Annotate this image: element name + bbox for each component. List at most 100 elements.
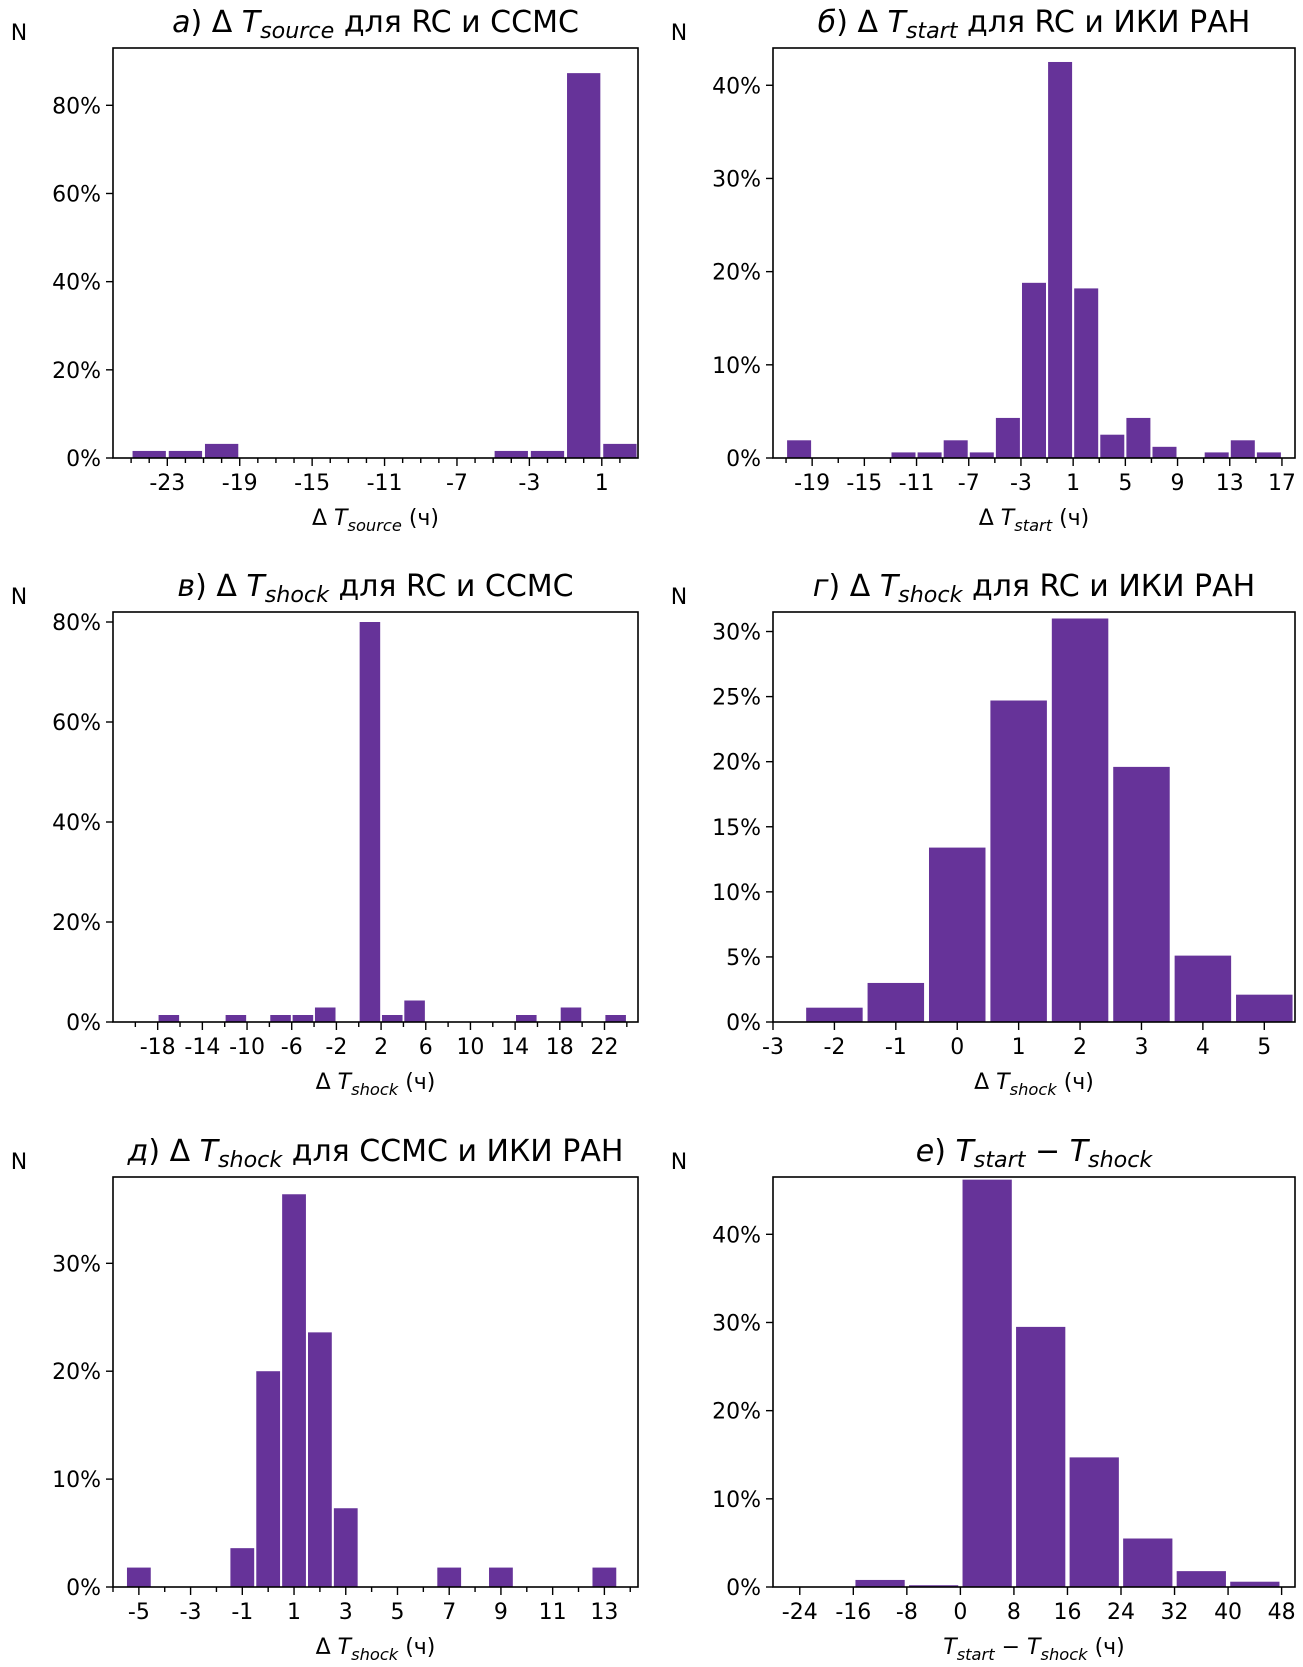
chart-title: е) Tstart − Tshock bbox=[916, 1134, 1154, 1173]
histogram-bar bbox=[567, 73, 601, 458]
y-tick-label: 10% bbox=[712, 881, 761, 906]
y-tick-label: 80% bbox=[52, 94, 101, 119]
y-tick-label: 20% bbox=[712, 751, 761, 776]
chart-panel-2: 0% 10% 20% 30% 40% -19 -15 -11 -7 -3 1 5 9 13 17 N б) Δ … bbox=[671, 5, 1296, 535]
histogram-bar bbox=[1113, 766, 1170, 1022]
histogram-bar bbox=[908, 1585, 959, 1587]
histogram-bar bbox=[270, 1015, 291, 1022]
histogram-bar bbox=[308, 1332, 332, 1587]
x-tick-label: 14 bbox=[501, 1035, 529, 1060]
histogram-bar bbox=[132, 450, 166, 458]
histogram-bar bbox=[1123, 1538, 1173, 1587]
y-tick-label: 10% bbox=[712, 1488, 761, 1513]
x-tick-label: -18 bbox=[140, 1035, 176, 1060]
histogram-bar bbox=[1016, 1326, 1066, 1587]
y-tick-label: 10% bbox=[712, 354, 761, 379]
x-tick-label: -14 bbox=[184, 1035, 220, 1060]
x-tick-label: 1 bbox=[1066, 471, 1080, 496]
y-tick-label: 40% bbox=[712, 1223, 761, 1248]
histogram-bar bbox=[962, 1179, 1012, 1587]
histogram-bar bbox=[1230, 440, 1255, 458]
x-tick-label: 1 bbox=[287, 1600, 301, 1625]
x-tick-label: -5 bbox=[128, 1600, 150, 1625]
x-tick-label: 18 bbox=[546, 1035, 574, 1060]
histogram-bar bbox=[494, 450, 528, 458]
y-tick-label: 60% bbox=[52, 182, 101, 207]
x-tick-label: 13 bbox=[590, 1600, 618, 1625]
histogram-bar bbox=[489, 1567, 513, 1587]
x-tick-label: -11 bbox=[899, 471, 935, 496]
plot-frame bbox=[772, 47, 1296, 459]
x-tick-label: 3 bbox=[339, 1600, 353, 1625]
chart-title: д) Δ Tshock для CCMC и ИКИ РАН bbox=[127, 1134, 624, 1173]
x-tick-label: 7 bbox=[442, 1600, 456, 1625]
plot-frame bbox=[112, 1176, 639, 1588]
x-tick-label: -11 bbox=[367, 471, 403, 496]
x-tick-label: 32 bbox=[1161, 1600, 1189, 1625]
histogram-bar bbox=[943, 440, 968, 458]
histogram-bar bbox=[230, 1548, 255, 1587]
y-axis-label: N bbox=[671, 1150, 687, 1175]
x-tick-label: -19 bbox=[794, 471, 830, 496]
chart-title: г) Δ Tshock для RC и ИКИ РАН bbox=[813, 569, 1255, 608]
histogram-bar bbox=[381, 1015, 403, 1022]
plot-frame bbox=[772, 1176, 1296, 1588]
chart-panel-3: 0% 20% 40% 60% 80% -18 -14 -10 -6 -2 2 6 10 14 18 22 N в)… bbox=[11, 569, 639, 1099]
x-tick-label: 0 bbox=[950, 1035, 964, 1060]
y-axis-label: N bbox=[671, 585, 687, 610]
x-tick-label: 17 bbox=[1268, 471, 1296, 496]
x-tick-label: 48 bbox=[1268, 1600, 1296, 1625]
x-tick-label: -7 bbox=[446, 471, 468, 496]
x-tick-label: 1 bbox=[1012, 1035, 1026, 1060]
x-axis-label: Δ Tsource (ч) bbox=[312, 506, 439, 535]
y-tick-label: 10% bbox=[52, 1468, 101, 1493]
histogram-bar bbox=[1152, 446, 1177, 458]
histogram-bar bbox=[1074, 288, 1099, 458]
y-tick-label: 20% bbox=[712, 261, 761, 286]
histogram-bar bbox=[1048, 61, 1073, 458]
y-axis-label: N bbox=[11, 1150, 27, 1175]
x-tick-label: -7 bbox=[958, 471, 980, 496]
histogram-bar bbox=[806, 1007, 863, 1022]
x-axis-label: Δ Tshock (ч) bbox=[316, 1635, 436, 1664]
histogram-bar bbox=[282, 1194, 306, 1587]
histogram-bar bbox=[292, 1015, 314, 1022]
histogram-bar bbox=[333, 1508, 358, 1587]
x-tick-label: 40 bbox=[1214, 1600, 1242, 1625]
histogram-bar bbox=[603, 443, 637, 458]
y-tick-label: 15% bbox=[712, 816, 761, 841]
x-tick-label: 9 bbox=[1171, 471, 1185, 496]
x-tick-label: 2 bbox=[1073, 1035, 1087, 1060]
histogram-bar bbox=[1236, 994, 1293, 1022]
histogram-bar bbox=[592, 1567, 617, 1587]
y-tick-label: 0% bbox=[66, 447, 101, 472]
chart-panel-5: 0%10%20%30%-5 -3 -1 1 3 5 7 9 11 13N д) Δ Tshock д… bbox=[11, 1134, 639, 1664]
y-tick-label: 30% bbox=[712, 1311, 761, 1336]
x-tick-label: -15 bbox=[294, 471, 330, 496]
histogram-bar bbox=[1126, 417, 1151, 458]
histogram-bar bbox=[560, 1007, 582, 1022]
chart-panel-6: 0% 10% 20% 30% 40% -24 -16 -8 0 8 16 24 32 40 48 N е) Ts… bbox=[671, 1134, 1296, 1664]
histogram-bar bbox=[204, 443, 239, 458]
chart-title: а) Δ Tsource для RC и CCMC bbox=[172, 5, 579, 44]
histogram-bar bbox=[1069, 1457, 1119, 1587]
x-axis-label: Δ Tshock (ч) bbox=[316, 1070, 436, 1099]
plot-frame bbox=[112, 611, 639, 1023]
y-tick-label: 40% bbox=[52, 271, 101, 296]
histogram-bar bbox=[404, 1000, 425, 1022]
chart-panel-4: 0% 5% 10% 15% 20% 25% 30% -3 -2 -1 0 1 2 3 4 5 N г) Δ Tsh… bbox=[671, 569, 1296, 1099]
y-tick-label: 0% bbox=[66, 1576, 101, 1601]
x-tick-label: 3 bbox=[1134, 1035, 1148, 1060]
y-tick-label: 20% bbox=[52, 1360, 101, 1385]
histogram-bar bbox=[1176, 1571, 1226, 1587]
histogram-bar bbox=[995, 417, 1020, 458]
x-tick-label: 9 bbox=[494, 1600, 508, 1625]
histogram-bar bbox=[1256, 452, 1281, 458]
histogram-bar bbox=[359, 622, 381, 1022]
x-tick-label: -10 bbox=[229, 1035, 265, 1060]
histogram-bar bbox=[256, 1371, 281, 1587]
histogram-bar bbox=[969, 452, 994, 458]
x-tick-label: 24 bbox=[1107, 1600, 1135, 1625]
y-tick-label: 0% bbox=[726, 1011, 761, 1036]
